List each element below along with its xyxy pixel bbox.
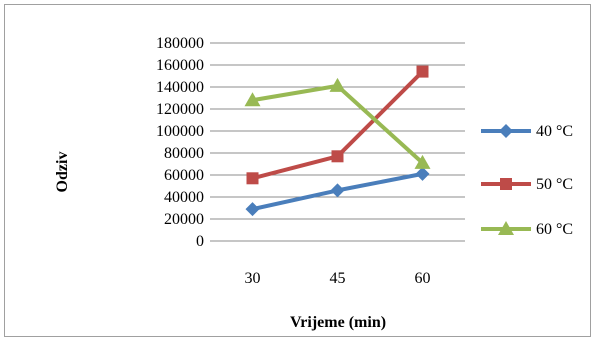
data-point bbox=[499, 124, 513, 138]
y-tick-label: 120000 bbox=[156, 101, 204, 118]
data-point bbox=[244, 92, 261, 107]
legend-label: 60 °C bbox=[536, 221, 573, 238]
series-2 bbox=[246, 65, 429, 185]
y-tick-label: 40000 bbox=[164, 189, 204, 206]
data-point bbox=[415, 166, 430, 181]
y-tick-label: 20000 bbox=[164, 211, 204, 228]
data-point bbox=[330, 183, 345, 198]
data-point bbox=[498, 221, 514, 235]
data-point bbox=[331, 150, 344, 163]
data-point bbox=[245, 202, 260, 217]
legend-item: 60 °C bbox=[481, 221, 573, 238]
data-point bbox=[329, 77, 346, 92]
y-tick-label: 160000 bbox=[156, 57, 204, 74]
legend-item: 50 °C bbox=[481, 176, 573, 193]
y-tick-label: 0 bbox=[196, 233, 204, 250]
gridlines bbox=[210, 42, 465, 242]
legend: 40 °C 50 °C 60 °C bbox=[481, 123, 573, 238]
y-tick-label: 180000 bbox=[156, 35, 204, 52]
legend-label: 50 °C bbox=[536, 176, 573, 193]
y-tick-label: 140000 bbox=[156, 79, 204, 96]
x-axis-title: Vrijeme (min) bbox=[290, 314, 386, 331]
x-axis-ticks: 30 45 60 bbox=[245, 270, 431, 287]
chart-area bbox=[4, 4, 591, 337]
y-axis-ticks: 0 20000 40000 60000 80000 100000 120000 140000 1… bbox=[156, 35, 204, 250]
series-3 bbox=[244, 77, 431, 169]
data-point bbox=[246, 172, 259, 185]
x-tick-label: 30 bbox=[245, 270, 261, 287]
legend-item: 40 °C bbox=[481, 123, 573, 140]
y-tick-label: 60000 bbox=[164, 167, 204, 184]
data-point bbox=[416, 65, 429, 78]
x-tick-label: 60 bbox=[415, 270, 431, 287]
series-1 bbox=[245, 166, 430, 217]
data-point bbox=[414, 154, 431, 169]
y-tick-label: 100000 bbox=[156, 123, 204, 140]
y-tick-label: 80000 bbox=[164, 145, 204, 162]
series-group bbox=[244, 65, 431, 217]
y-axis-title: Odziv bbox=[54, 152, 71, 193]
legend-label: 40 °C bbox=[536, 123, 573, 140]
data-point bbox=[500, 178, 512, 190]
x-tick-label: 45 bbox=[330, 270, 346, 287]
